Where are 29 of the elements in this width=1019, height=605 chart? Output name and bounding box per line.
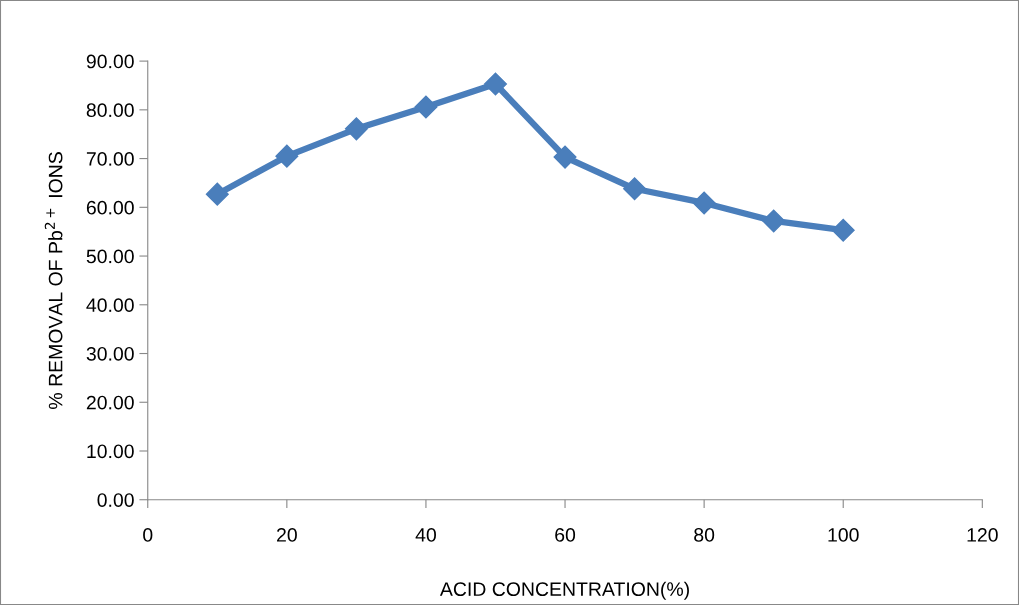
y-tick-label: 20.00 — [86, 395, 134, 410]
point — [553, 145, 577, 169]
y-tick-label: 70.00 — [86, 152, 134, 166]
y-tick-label: 50.00 — [86, 249, 134, 264]
x-tick-label: 40 — [415, 528, 436, 542]
x-tick-label: 60 — [555, 528, 576, 542]
point — [623, 177, 647, 201]
y-tick-label: 90.00 — [86, 54, 134, 69]
point — [205, 182, 229, 206]
y-tick-label: 40.00 — [86, 298, 134, 313]
x-tick-label: 0 — [143, 528, 153, 542]
y-tick-label: 0.00 — [97, 493, 134, 507]
y-tick-label: 30.00 — [86, 346, 134, 361]
x-tick-label: 80 — [694, 528, 715, 542]
point — [692, 191, 716, 215]
y-tick-label: 10.00 — [87, 444, 134, 459]
x-tick-label: 100 — [828, 528, 859, 542]
point — [483, 72, 507, 96]
x-tick-label: 20 — [277, 528, 297, 542]
point — [762, 209, 786, 233]
point — [344, 117, 368, 141]
x-tick-label: 120 — [967, 528, 998, 542]
y-tick-label: 60.00 — [86, 200, 134, 215]
point — [414, 95, 438, 119]
y-tick-label: 80.00 — [86, 103, 134, 118]
point — [275, 144, 299, 168]
point — [831, 218, 855, 242]
y-axis-title: % REMOVAL OF Pb$^{2+}$ IONS — [44, 152, 63, 409]
x-axis-title: ACID CONCENTRATION(%) — [439, 581, 689, 600]
